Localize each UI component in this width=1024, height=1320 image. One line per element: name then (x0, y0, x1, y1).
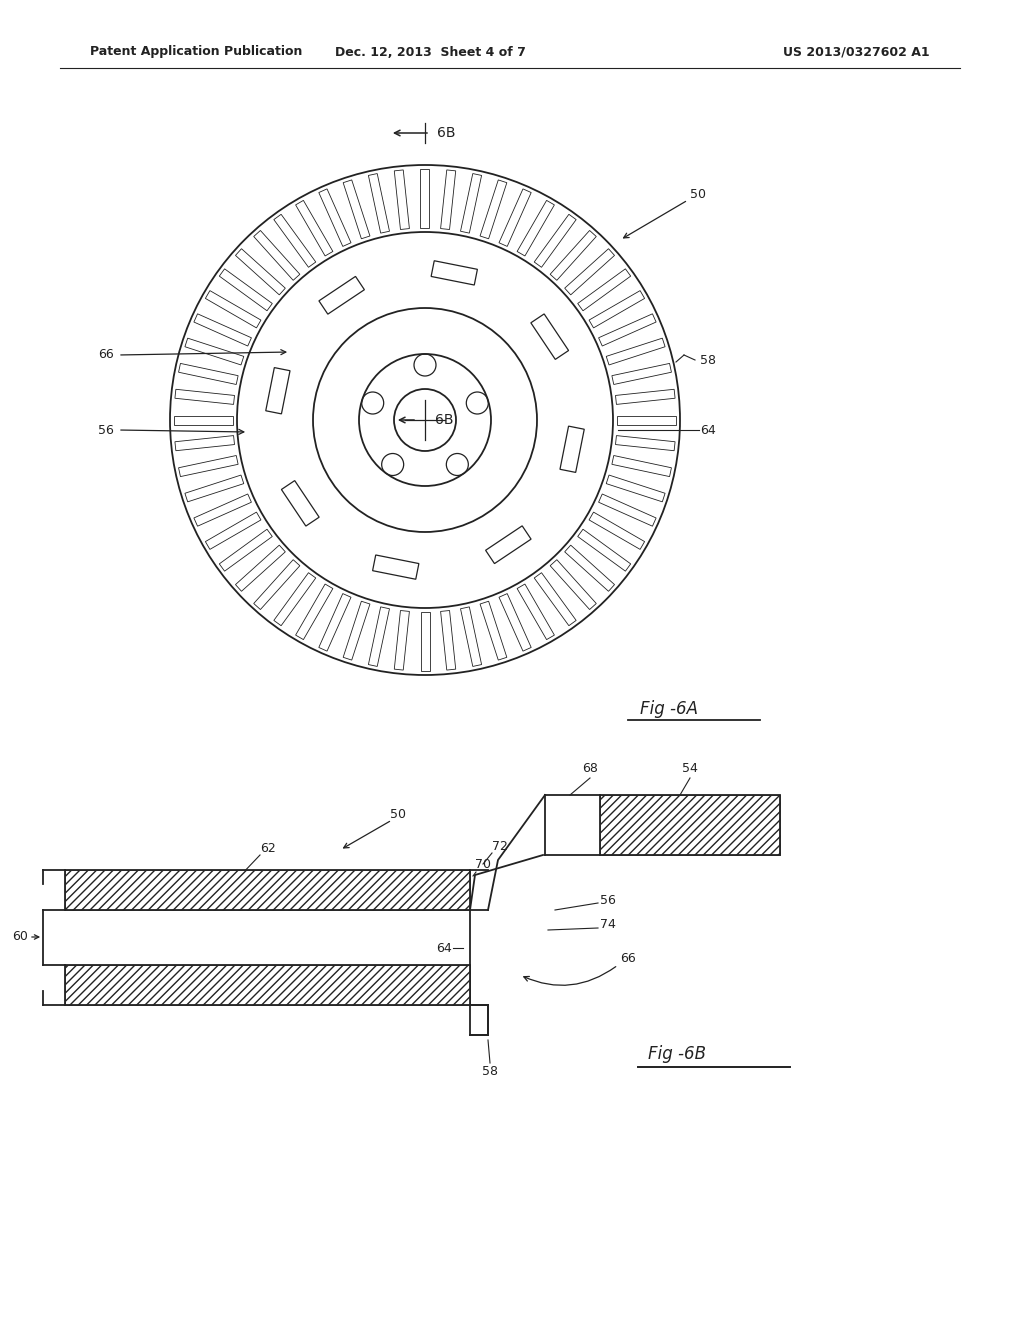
Text: 54: 54 (682, 762, 698, 775)
Text: 6B: 6B (435, 413, 454, 426)
Text: Dec. 12, 2013  Sheet 4 of 7: Dec. 12, 2013 Sheet 4 of 7 (335, 45, 525, 58)
Bar (65, 870, 470, 909)
Bar (65, 965, 470, 1005)
Text: 50: 50 (390, 808, 406, 821)
Text: 56: 56 (98, 424, 114, 437)
Text: 68: 68 (582, 762, 598, 775)
Text: 60: 60 (12, 931, 28, 944)
Text: Fig -6A: Fig -6A (640, 700, 698, 718)
Text: Patent Application Publication: Patent Application Publication (90, 45, 302, 58)
Text: 50: 50 (690, 189, 706, 202)
Text: 58: 58 (482, 1065, 498, 1078)
Text: 70: 70 (475, 858, 490, 871)
Bar (600, 795, 780, 855)
Text: Fig -6B: Fig -6B (648, 1045, 706, 1063)
Text: 74: 74 (600, 919, 615, 932)
Text: 66: 66 (98, 348, 114, 362)
Text: 58: 58 (700, 354, 716, 367)
Text: 72: 72 (492, 841, 508, 854)
Bar (65, 965, 470, 1005)
Text: 56: 56 (600, 894, 615, 907)
Bar (65, 870, 470, 909)
Text: 66: 66 (620, 952, 636, 965)
Text: US 2013/0327602 A1: US 2013/0327602 A1 (783, 45, 930, 58)
Text: 62: 62 (260, 842, 275, 854)
Text: 6B: 6B (437, 125, 456, 140)
Bar (600, 795, 780, 855)
Text: 64: 64 (700, 424, 716, 437)
Text: 64: 64 (436, 941, 452, 954)
